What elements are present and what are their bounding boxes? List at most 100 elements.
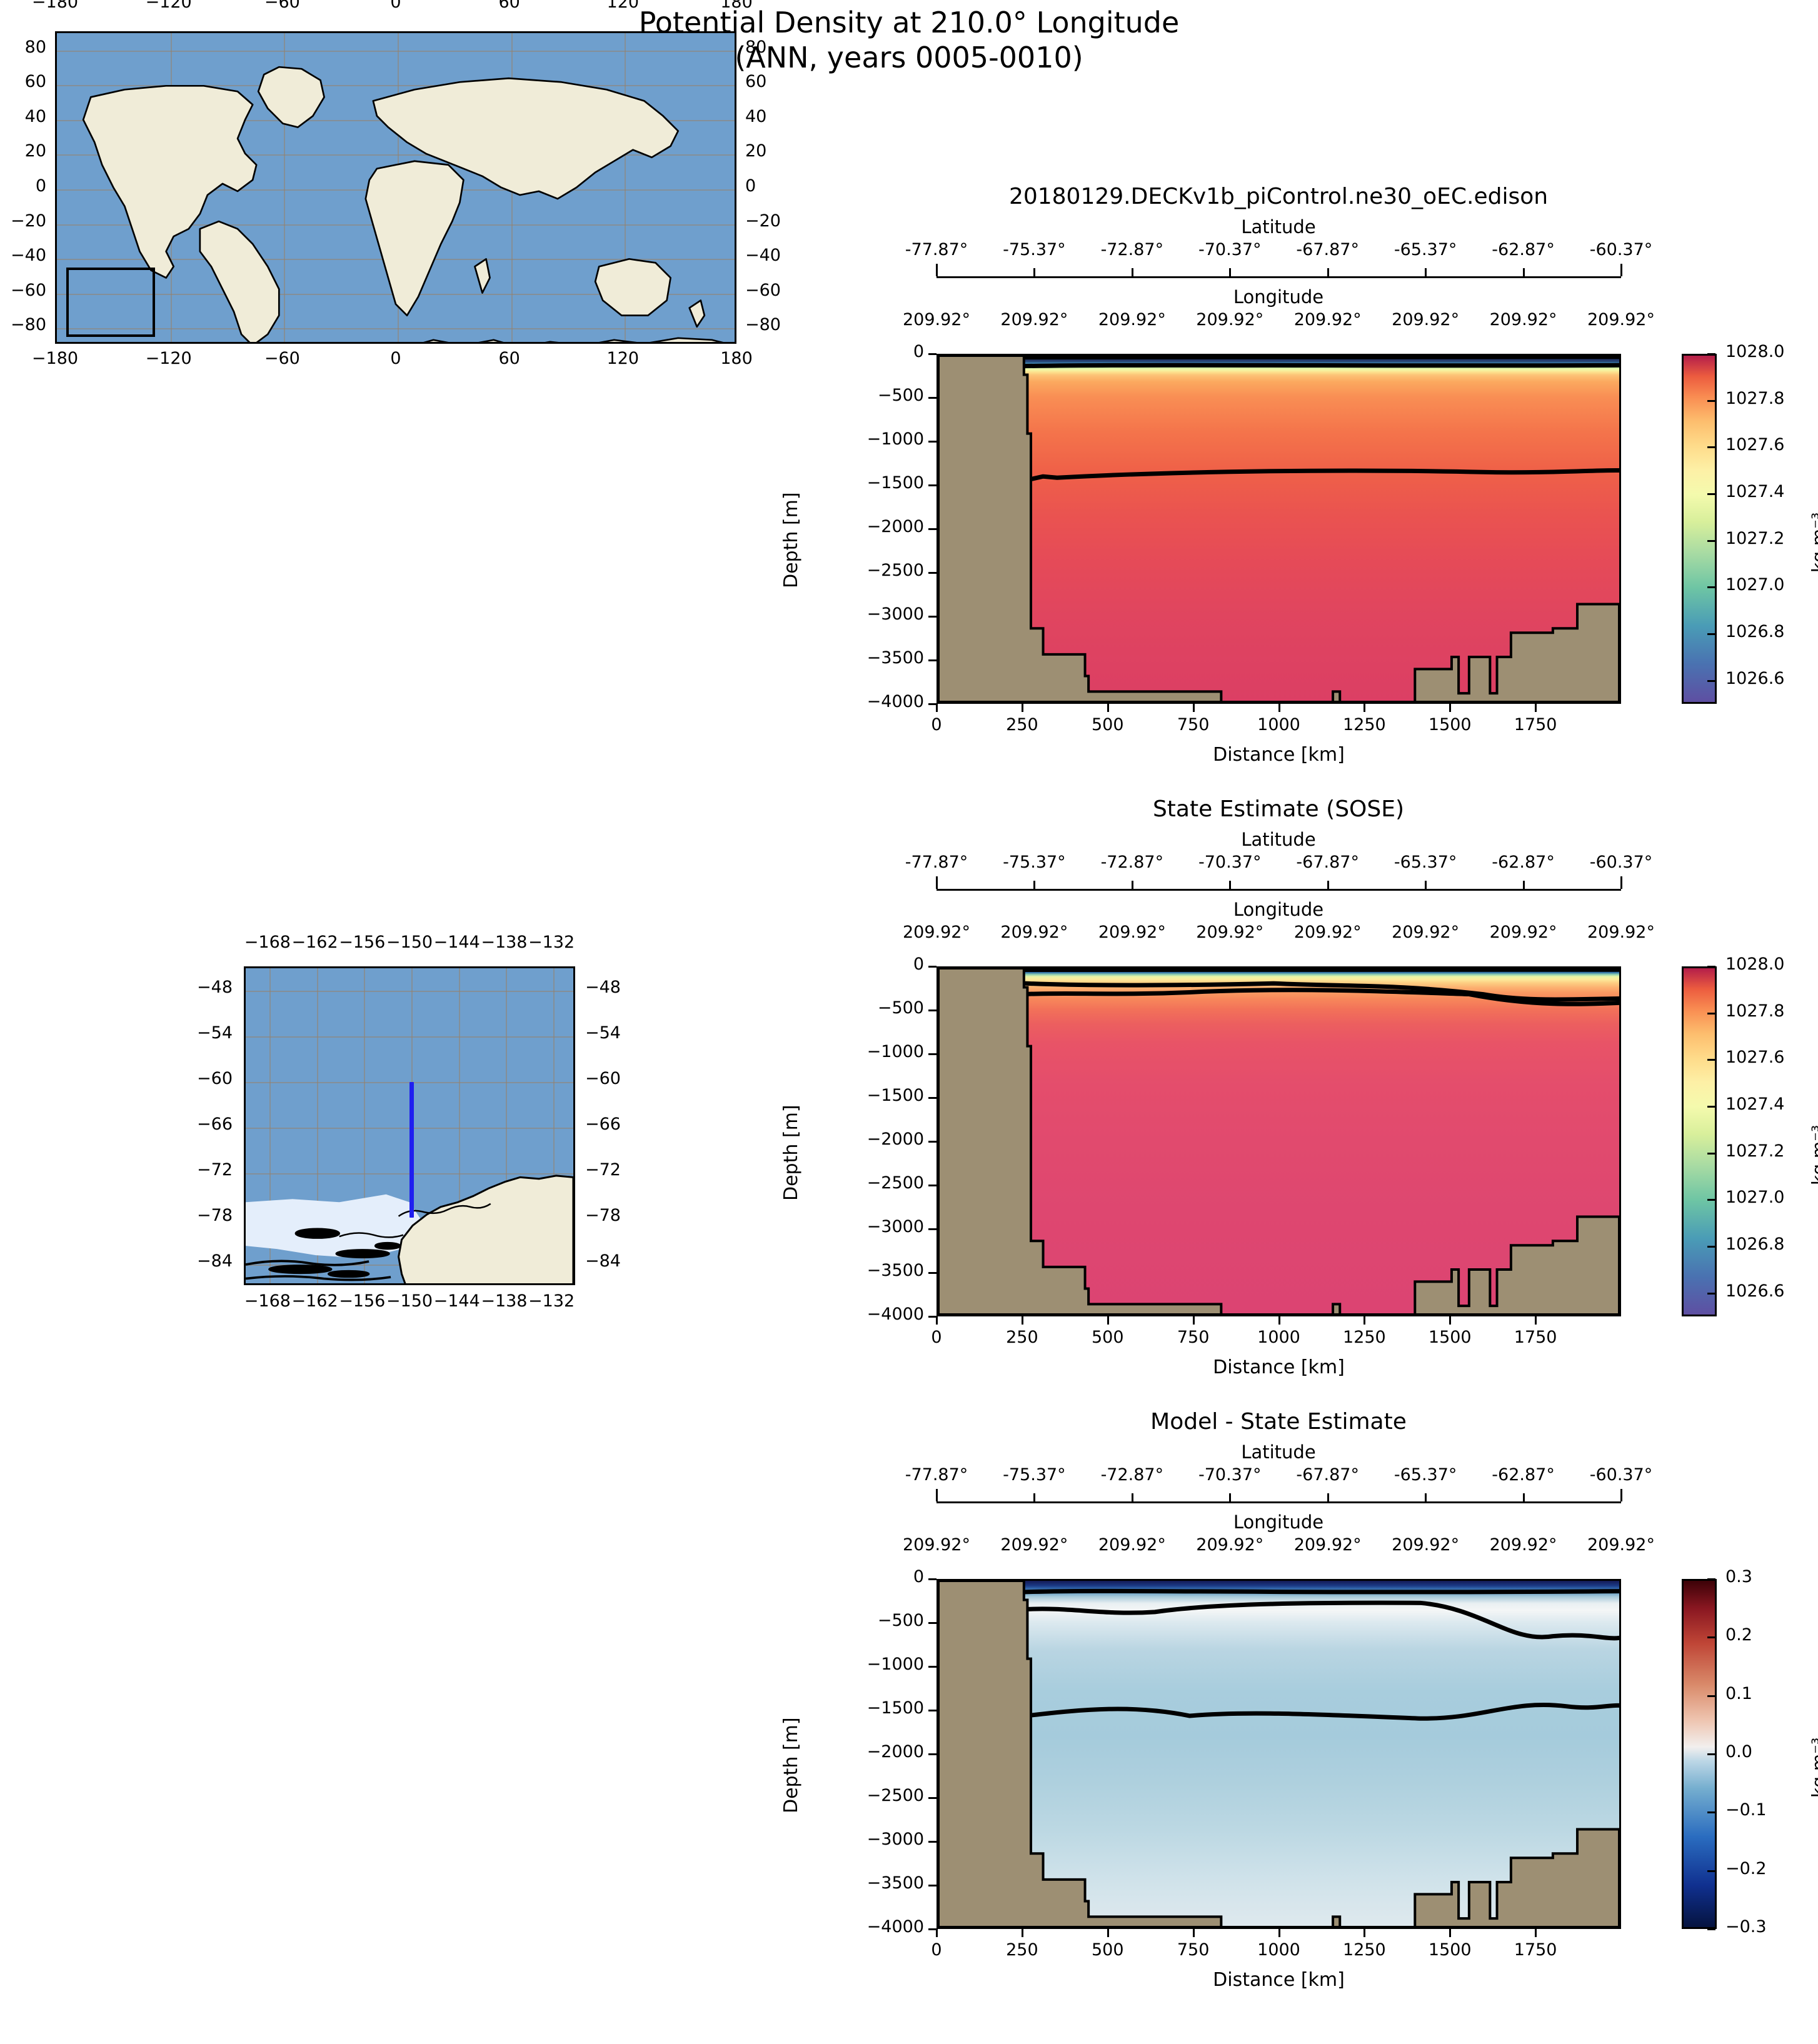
distance-tick-mark (1535, 704, 1537, 712)
distance-tick: 500 (1091, 1940, 1124, 1960)
colorbar-tick: 1026.8 (1725, 1235, 1785, 1254)
latitude-tick: -75.37° (1003, 1465, 1066, 1485)
latitude-tick: -72.87° (1100, 240, 1164, 259)
latitude-tick-mark (936, 876, 938, 889)
section-panel-difference: Model - State Estimate Latitude -77.87° -75… (0, 1406, 1818, 1991)
distance-tick: 0 (931, 1940, 942, 1960)
section-field-sose (938, 968, 1619, 1315)
longitude-tick: 209.92° (1392, 1535, 1460, 1555)
latitude-tick-mark (1425, 268, 1427, 276)
colorbar-model[interactable] (1682, 354, 1717, 704)
world-map-lat-tick: 20 (745, 141, 767, 161)
world-map-lat-tick: 40 (745, 106, 767, 126)
region-map-lon-tick: −162 (291, 1291, 338, 1311)
latitude-tick-row: -77.87° -75.37° -72.87° -70.37° -67.87° -65.3… (905, 240, 1653, 265)
world-map-lon-tick: −180 (31, 0, 79, 12)
distance-tick: 250 (1006, 1940, 1038, 1960)
depth-tick-mark (928, 1009, 937, 1011)
region-map-lat-tick: −48 (585, 978, 621, 998)
world-map-lat-tick: −80 (11, 315, 46, 335)
depth-axis-title: Depth [m] (780, 1105, 802, 1201)
distance-tick: 1000 (1257, 1940, 1300, 1960)
distance-tick-mark (1364, 1929, 1366, 1937)
latitude-axis-label: Latitude (1241, 829, 1316, 850)
latitude-tick: -70.37° (1198, 240, 1262, 259)
latitude-tick: -70.37° (1198, 853, 1262, 872)
colorbar-unit-difference: kg m⁻³ (1808, 1737, 1818, 1798)
region-map-lat-tick: −54 (197, 1023, 233, 1043)
distance-tick: 1750 (1514, 1328, 1557, 1347)
world-map-lon-tick: 0 (390, 349, 401, 368)
colorbar-tick-mark (1707, 966, 1715, 968)
colorbar-tick: 1027.4 (1725, 482, 1785, 501)
latitude-tick-mark (1522, 268, 1525, 276)
colorbar-tick: 1027.8 (1725, 1001, 1785, 1021)
depth-tick: 0 (913, 342, 924, 361)
distance-axis-title: Distance [km] (1213, 744, 1345, 766)
latitude-tick-mark (1229, 1493, 1232, 1501)
section-plot-difference[interactable] (937, 1579, 1621, 1929)
colorbar-tick-mark (1707, 1695, 1715, 1697)
depth-tick-mark (928, 1141, 937, 1143)
latitude-tick-row: -77.87° -75.37° -72.87° -70.37° -67.87° -65.3… (905, 1465, 1653, 1490)
transect-line (409, 1082, 414, 1218)
colorbar-tick: 1027.6 (1725, 1048, 1785, 1068)
depth-tick: −1500 (866, 473, 924, 493)
world-map-lon-tick: 60 (498, 0, 520, 12)
region-map-lon-tick: −138 (481, 1291, 528, 1311)
colorbar-sose[interactable] (1682, 966, 1717, 1316)
latitude-tick-mark (1131, 268, 1133, 276)
distance-tick: 1500 (1428, 715, 1472, 734)
panel-title-sose: State Estimate (SOSE) (1152, 796, 1405, 822)
section-field-model (938, 356, 1619, 702)
colorbar-tick-mark (1707, 1636, 1715, 1639)
region-map-lon-tick: −144 (433, 933, 480, 952)
distance-tick-mark (1449, 1316, 1452, 1325)
longitude-tick: 209.92° (1587, 1535, 1655, 1555)
region-map-lon-tick: −156 (339, 1291, 386, 1311)
section-plot-model[interactable] (937, 354, 1621, 704)
latitude-tick-mark (1425, 881, 1427, 889)
longitude-tick: 209.92° (903, 1535, 970, 1555)
section-panel-sose: State Estimate (SOSE) Latitude -77.87° -75.… (0, 794, 1818, 1378)
colorbar-tick: −0.1 (1725, 1800, 1767, 1820)
bathymetry-mask (938, 968, 1619, 1315)
latitude-tick: -67.87° (1296, 1465, 1359, 1485)
colorbar-tick: 0.3 (1725, 1567, 1752, 1586)
distance-tick: 500 (1091, 715, 1124, 734)
world-map-lat-tick: 0 (35, 176, 46, 196)
distance-tick: 250 (1006, 1328, 1038, 1347)
latitude-tick: -60.37° (1589, 1465, 1653, 1485)
longitude-tick-row: 209.92° 209.92° 209.92° 209.92° 209.92° 209.9… (903, 1535, 1655, 1560)
latitude-tick: -60.37° (1589, 240, 1653, 259)
longitude-axis-label: Longitude (1233, 286, 1324, 308)
region-map-lat-tick: −84 (197, 1251, 233, 1271)
colorbar-tick-mark (1707, 633, 1715, 635)
latitude-tick: -77.87° (905, 853, 968, 872)
world-map-lon-tick: 0 (390, 0, 401, 12)
region-map-lat-tick: −72 (585, 1160, 621, 1180)
latitude-tick-mark (1425, 1493, 1427, 1501)
world-map-lat-tick: 80 (745, 37, 767, 57)
colorbar-tick: 0.1 (1725, 1683, 1752, 1703)
depth-tick: −1500 (866, 1086, 924, 1105)
distance-tick: 1000 (1257, 715, 1300, 734)
world-map-axes[interactable] (55, 31, 736, 344)
latitude-tick: -67.87° (1296, 240, 1359, 259)
colorbar-tick: 0.2 (1725, 1625, 1752, 1645)
longitude-tick: 209.92° (1489, 923, 1557, 942)
latitude-tick-mark (1327, 881, 1329, 889)
distance-tick-mark (1107, 704, 1109, 712)
distance-tick-mark (1364, 704, 1366, 712)
density-contour (1022, 1600, 1619, 1641)
colorbar-tick: 1028.0 (1725, 954, 1785, 974)
longitude-axis-label: Longitude (1233, 1511, 1324, 1533)
section-plot-sose[interactable] (937, 966, 1621, 1316)
latitude-tick-mark (1620, 876, 1622, 889)
distance-tick: 1750 (1514, 715, 1557, 734)
region-map-lat-tick: −78 (197, 1205, 233, 1225)
latitude-axis-label: Latitude (1241, 1441, 1316, 1463)
distance-tick-mark (1107, 1316, 1109, 1325)
region-map-lat-tick: −60 (197, 1069, 233, 1089)
region-map-axes[interactable] (244, 966, 575, 1285)
